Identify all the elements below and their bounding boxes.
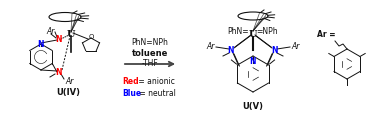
Text: N: N [56,68,62,76]
Text: N: N [228,45,234,54]
Text: = anionic: = anionic [136,78,175,86]
Text: PhN=NPh: PhN=NPh [132,38,169,47]
Text: -THF: -THF [142,59,158,68]
Text: U: U [67,29,75,39]
Text: Ar: Ar [65,76,73,85]
Text: Ar: Ar [207,42,215,50]
Text: toluene: toluene [132,49,168,58]
Text: PhN=: PhN= [228,27,249,35]
Text: N: N [38,39,44,49]
Text: U: U [249,29,257,39]
Text: U(V): U(V) [243,101,263,111]
Text: U(IV): U(IV) [56,89,80,97]
Text: N: N [272,45,278,54]
Text: N: N [56,34,62,44]
Text: Ar: Ar [291,42,299,50]
Text: =NPh: =NPh [256,27,277,35]
Text: N: N [250,56,256,65]
Text: = neutral: = neutral [137,89,176,97]
Text: Ar =: Ar = [317,29,336,39]
Text: Ar: Ar [46,27,55,35]
Text: Blue: Blue [122,89,141,97]
Text: O: O [88,34,94,40]
Text: Red: Red [122,78,139,86]
